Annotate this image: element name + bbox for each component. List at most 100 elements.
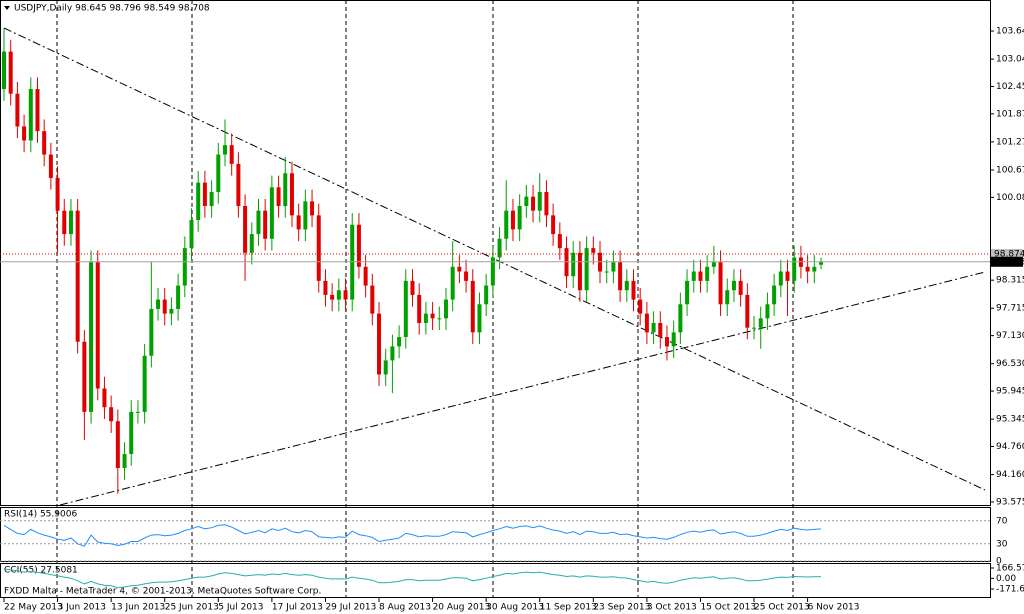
candle-body — [8, 51, 13, 94]
x-tick-label: 15 Oct 2013 — [700, 603, 756, 613]
x-tick-label: 30 Aug 2013 — [486, 603, 544, 613]
y-tick-label: 100.085 — [996, 193, 1024, 203]
x-tick-label: 11 Sep 2013 — [540, 603, 597, 613]
x-tick-label: 20 Aug 2013 — [433, 603, 491, 613]
candle-body — [182, 248, 187, 286]
candle-body — [48, 154, 53, 178]
candle-body — [28, 89, 33, 141]
candle-body — [725, 290, 730, 305]
candle-body — [162, 299, 167, 314]
x-tick-label: 6 Nov 2013 — [808, 603, 860, 613]
indicator-title: CCI(55) 27.5081 — [4, 566, 78, 576]
candle-body — [229, 145, 234, 164]
candle-body — [68, 210, 73, 235]
candle-body — [303, 201, 308, 230]
x-tick-label: 5 Jul 2013 — [218, 603, 263, 613]
candle-body — [410, 280, 415, 295]
candle-body — [390, 346, 395, 361]
candle-body — [524, 196, 529, 207]
candle-body — [805, 266, 810, 272]
candle-body — [202, 182, 207, 207]
price-label: 98.874 — [994, 250, 1024, 260]
candle-body — [752, 327, 757, 329]
indicator-line — [3, 524, 822, 547]
candle-body — [450, 266, 455, 300]
candles — [2, 28, 823, 494]
candle-body — [316, 215, 321, 281]
candle-body — [517, 206, 522, 230]
x-tick-label: 8 Aug 2013 — [379, 603, 431, 613]
candle-body — [417, 294, 422, 323]
x-tick-label: 25 Oct 2013 — [754, 603, 810, 613]
candle-body — [544, 191, 549, 216]
candle-body — [611, 262, 616, 272]
candle-body — [778, 271, 783, 286]
candle-body — [397, 337, 402, 347]
candle-body — [169, 308, 174, 314]
candle-body — [323, 280, 328, 295]
cci-panel — [0, 563, 991, 598]
candle-body — [209, 191, 214, 207]
candle-body — [256, 210, 261, 235]
candle-body — [531, 196, 536, 211]
y-tick-label: 101.870 — [996, 109, 1024, 119]
price-label: 98.708 — [994, 257, 1024, 267]
candle-body — [618, 262, 623, 291]
candle-body — [745, 294, 750, 328]
candle-body — [651, 322, 656, 333]
candle-body — [691, 271, 696, 281]
candle-body — [423, 313, 428, 323]
candle-body — [664, 337, 669, 347]
y-tick-label: 103.640 — [996, 27, 1024, 37]
y-tick-label: 100.670 — [996, 165, 1024, 175]
candle-body — [135, 411, 140, 413]
candle-body — [62, 210, 67, 235]
candle-body — [537, 191, 542, 211]
candle-body — [671, 332, 676, 347]
candle-body — [718, 262, 723, 305]
menu-triangle[interactable] — [4, 6, 10, 10]
candle-body — [276, 187, 281, 207]
candle-body — [484, 285, 489, 305]
candle-body — [443, 299, 448, 319]
candle-body — [711, 262, 716, 267]
candle-body — [330, 294, 335, 300]
candle-body — [685, 280, 690, 305]
candle-body — [109, 407, 114, 422]
candle-body — [470, 280, 475, 333]
x-tick-label: 22 May 2013 — [4, 603, 63, 613]
candle-body — [343, 290, 348, 300]
candle-body — [115, 421, 120, 469]
y-tick-label: 93.575 — [996, 497, 1024, 507]
trend-line — [3, 27, 986, 491]
candle-body — [571, 252, 576, 277]
candle-body — [437, 318, 442, 320]
candle-body — [243, 206, 248, 253]
y-tick-label: 97.130 — [996, 331, 1024, 341]
candle-body — [269, 187, 274, 239]
y-tick-label: 95.945 — [996, 387, 1024, 397]
candle-body — [189, 220, 194, 249]
candle-body — [35, 89, 40, 132]
candle-body — [490, 257, 495, 286]
candle-body — [216, 154, 221, 192]
candle-body — [377, 313, 382, 375]
candle-body — [289, 173, 294, 216]
x-tick-label: 29 Jul 2013 — [325, 603, 376, 613]
candle-body — [55, 177, 60, 211]
candle-body — [510, 210, 515, 230]
candle-body — [584, 248, 589, 291]
chart-title: USDJPY,Daily 98.645 98.796 98.549 98.708 — [14, 4, 210, 14]
candle-body — [89, 262, 94, 412]
candle-body — [42, 131, 47, 155]
candle-body — [383, 360, 388, 375]
candle-body — [356, 224, 361, 267]
candle-body — [336, 290, 341, 300]
candle-body — [604, 271, 609, 273]
price-label-box — [991, 256, 1023, 267]
candle-body — [363, 266, 368, 286]
candle-body — [156, 299, 161, 309]
candle-body — [22, 126, 27, 141]
